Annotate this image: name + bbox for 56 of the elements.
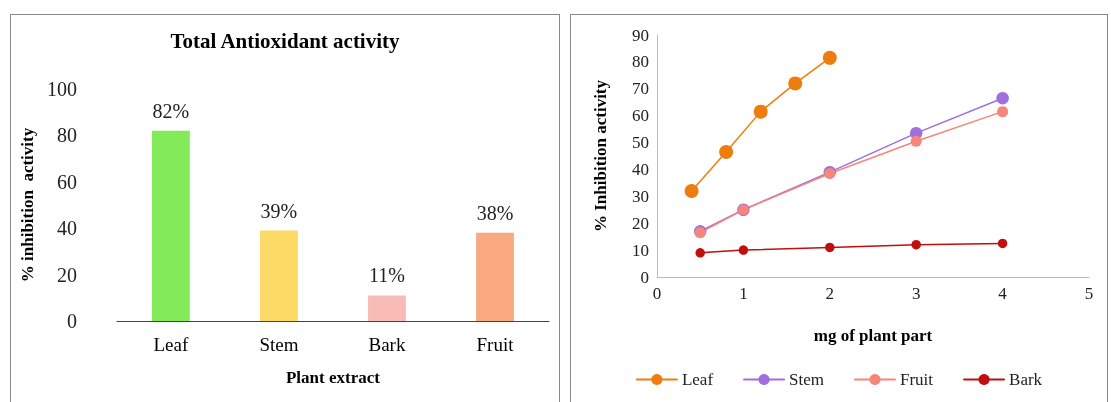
y-axis-title: % inhibition activity — [18, 127, 37, 283]
y-tick-label: 70 — [632, 79, 649, 99]
point — [825, 242, 835, 253]
y-tick-label: 60 — [632, 106, 649, 126]
x-tick-label: 5 — [1084, 284, 1094, 303]
legend-label: Leaf — [681, 370, 714, 389]
x-tick-label: 1 — [739, 284, 748, 303]
y-tick-label: 0 — [640, 267, 649, 287]
legend-label: Fruit — [899, 370, 934, 389]
x-tick-label: 4 — [998, 284, 1008, 303]
y-tick-label: 30 — [632, 186, 649, 206]
point — [911, 239, 921, 250]
y-tick-label: 80 — [632, 52, 649, 72]
y-tick-label: 20 — [632, 213, 649, 233]
point — [738, 245, 749, 255]
legend-label: Bark — [1009, 370, 1043, 389]
y-tick-label: 60 — [56, 170, 77, 193]
point — [997, 106, 1009, 118]
y-tick-label: 40 — [56, 217, 77, 240]
point — [822, 50, 837, 65]
bar — [152, 130, 190, 321]
data-label: 39% — [260, 199, 298, 222]
point — [695, 248, 705, 258]
x-tick-label: 2 — [825, 284, 835, 303]
y-tick-label: 50 — [632, 133, 649, 153]
data-label: 11% — [369, 264, 405, 287]
bar — [368, 295, 406, 321]
chart-title: Total Antioxidant activity — [170, 28, 401, 53]
data-label: 38% — [476, 201, 514, 224]
bar — [260, 230, 298, 321]
point — [719, 144, 734, 159]
y-tick-label: 40 — [632, 159, 649, 179]
x-tick-label: Fruit — [476, 334, 515, 355]
y-tick-label: 10 — [632, 240, 649, 260]
point — [910, 135, 922, 147]
point — [753, 104, 768, 119]
data-label: 82% — [152, 99, 190, 122]
x-axis-title: Plant extract — [285, 368, 381, 387]
x-axis-title: mg of plant part — [813, 326, 933, 345]
x-tick-label: Bark — [368, 334, 406, 355]
bar — [476, 232, 514, 321]
y-axis-title: % Inhibition activity — [591, 79, 610, 233]
y-tick-label: 90 — [632, 25, 649, 45]
y-tick-label: 20 — [56, 263, 77, 286]
x-tick-label: Stem — [259, 334, 299, 355]
y-tick-label: 100 — [46, 78, 77, 100]
y-tick-label: 80 — [56, 124, 77, 147]
legend-label: Stem — [789, 370, 824, 389]
point — [997, 238, 1008, 249]
x-tick-label: 0 — [652, 284, 662, 303]
point — [996, 91, 1009, 105]
y-tick-label: 0 — [66, 310, 77, 332]
point — [788, 76, 803, 91]
point — [684, 183, 699, 198]
x-tick-label: Leaf — [153, 334, 189, 355]
x-tick-label: 3 — [911, 284, 921, 303]
